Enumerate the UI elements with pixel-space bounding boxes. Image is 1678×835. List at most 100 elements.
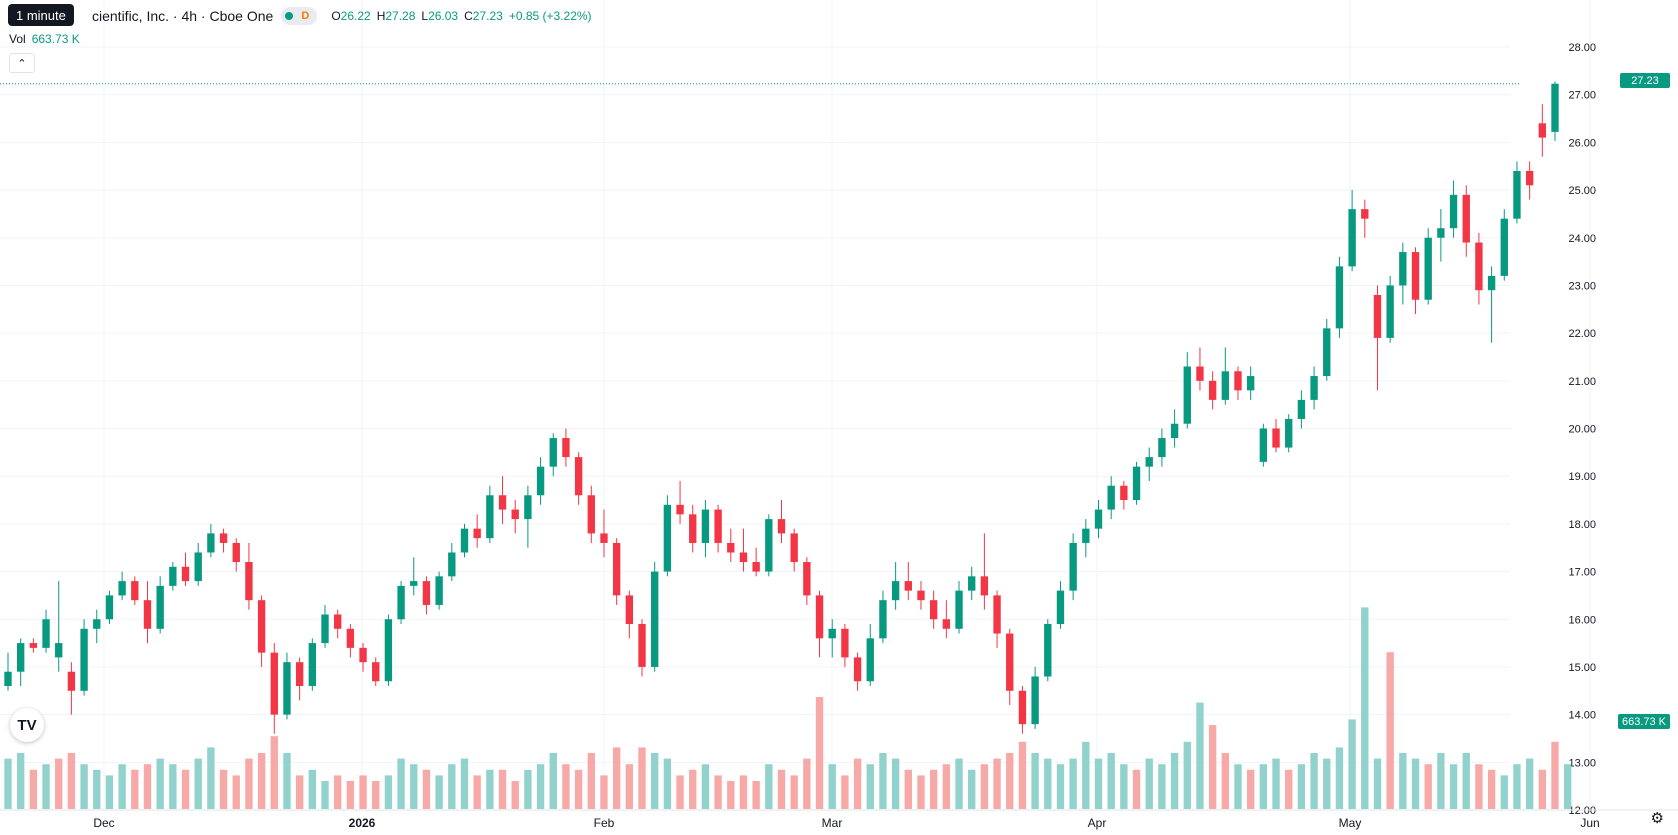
y-tick-label: 17.00 bbox=[1568, 567, 1596, 579]
x-tick-label: 2026 bbox=[349, 816, 376, 830]
candle-body bbox=[1411, 252, 1420, 300]
x-tick-label: Apr bbox=[1088, 816, 1107, 830]
candle-body bbox=[1208, 380, 1217, 400]
candle-body bbox=[993, 595, 1001, 634]
candle-body bbox=[67, 671, 76, 691]
candle-body bbox=[1437, 228, 1445, 238]
candle-body bbox=[1069, 542, 1077, 591]
candle-body bbox=[29, 643, 38, 648]
volume-bar bbox=[790, 775, 798, 809]
open-label: O bbox=[331, 9, 341, 23]
volume-bar bbox=[1424, 764, 1432, 809]
volume-bar bbox=[1386, 652, 1394, 809]
candle-body bbox=[955, 590, 963, 629]
volume-bar bbox=[118, 764, 126, 809]
candle-body bbox=[1538, 123, 1546, 138]
volume-bar bbox=[270, 736, 278, 809]
collapse-legend-button[interactable]: ⌃ bbox=[9, 53, 35, 73]
volume-bar bbox=[1551, 741, 1559, 809]
x-tick-label: Feb bbox=[594, 816, 615, 830]
volume-bar bbox=[422, 769, 431, 809]
volume-bar bbox=[1475, 764, 1483, 809]
volume-bar bbox=[727, 781, 735, 809]
candle-body bbox=[55, 643, 63, 658]
settings-gear-icon[interactable]: ⚙ bbox=[1650, 810, 1664, 827]
candle-body bbox=[1285, 418, 1293, 448]
volume-bar bbox=[815, 697, 824, 809]
candle-body bbox=[917, 590, 925, 601]
volume-bar bbox=[169, 764, 177, 809]
candle-body bbox=[131, 581, 139, 601]
candle-body bbox=[701, 509, 710, 543]
volume-bar bbox=[1145, 758, 1153, 809]
volume-bar bbox=[777, 769, 786, 809]
volume-bar bbox=[486, 769, 494, 809]
volume-bar bbox=[536, 764, 545, 809]
volume-bar bbox=[866, 764, 874, 809]
candle-body bbox=[93, 619, 101, 629]
y-tick-label: 23.00 bbox=[1568, 280, 1596, 292]
candle-body bbox=[777, 519, 786, 534]
volume-bar bbox=[549, 753, 557, 809]
candle-body bbox=[232, 542, 240, 563]
volume-bar bbox=[562, 764, 570, 809]
candle-body bbox=[1399, 252, 1407, 286]
y-tick-label: 26.00 bbox=[1568, 137, 1596, 149]
volume-bar bbox=[1158, 764, 1166, 809]
candle-body bbox=[384, 619, 393, 682]
y-tick-label: 22.00 bbox=[1568, 328, 1596, 340]
candle-body bbox=[422, 581, 431, 605]
tradingview-logo[interactable]: TV bbox=[10, 708, 44, 742]
volume-bar bbox=[1361, 607, 1369, 809]
market-status-badge[interactable]: D bbox=[281, 7, 318, 25]
volume-bar bbox=[1500, 775, 1508, 809]
volume-bar bbox=[841, 775, 849, 809]
y-tick-label: 28.00 bbox=[1568, 42, 1596, 54]
candle-body bbox=[638, 624, 646, 667]
candle-body bbox=[1310, 376, 1318, 400]
volume-bar bbox=[1487, 769, 1496, 809]
volume-bar bbox=[67, 753, 76, 809]
candle-body bbox=[790, 533, 798, 563]
volume-bar bbox=[1399, 753, 1407, 809]
candle-body bbox=[929, 600, 938, 620]
candle-body bbox=[194, 552, 202, 582]
symbol-title[interactable]: cientific, Inc. · 4h · Cboe One bbox=[92, 8, 274, 24]
candle-body bbox=[1348, 209, 1356, 267]
volume-bar bbox=[1513, 764, 1521, 809]
last-volume-tag: 663.73 K bbox=[1618, 714, 1670, 729]
volume-bar bbox=[1310, 753, 1318, 809]
candle-body bbox=[1221, 371, 1229, 400]
volume-bar bbox=[460, 758, 469, 809]
volume-bar bbox=[17, 753, 25, 809]
candle-body bbox=[308, 643, 317, 687]
volume-bar bbox=[828, 764, 836, 809]
volume-bar bbox=[1285, 769, 1293, 809]
volume-bar bbox=[1437, 753, 1445, 809]
open-value: 26.22 bbox=[340, 9, 371, 23]
candle-body bbox=[207, 533, 215, 553]
volume-bar bbox=[587, 753, 595, 809]
volume-bar bbox=[1183, 741, 1191, 809]
volume-bar bbox=[283, 753, 291, 809]
volume-bar bbox=[105, 775, 114, 809]
candle-body bbox=[676, 504, 684, 515]
high-value: 27.28 bbox=[385, 9, 416, 23]
candle-body bbox=[410, 581, 418, 586]
volume-bar bbox=[891, 758, 900, 809]
market-open-dot-icon bbox=[285, 12, 294, 20]
volume-bar bbox=[245, 758, 253, 809]
candle-body bbox=[1272, 428, 1280, 448]
candle-body bbox=[1386, 285, 1394, 338]
candle-body bbox=[1462, 194, 1470, 243]
volume-bar bbox=[1120, 764, 1128, 809]
candle-body bbox=[1525, 170, 1534, 186]
volume-bar bbox=[689, 769, 697, 809]
candle-body bbox=[1297, 399, 1306, 419]
volume-bar bbox=[1335, 747, 1344, 809]
volume-bar bbox=[346, 781, 355, 809]
candle-body bbox=[245, 562, 253, 601]
candle-body bbox=[486, 495, 494, 539]
candle-body bbox=[169, 566, 177, 586]
